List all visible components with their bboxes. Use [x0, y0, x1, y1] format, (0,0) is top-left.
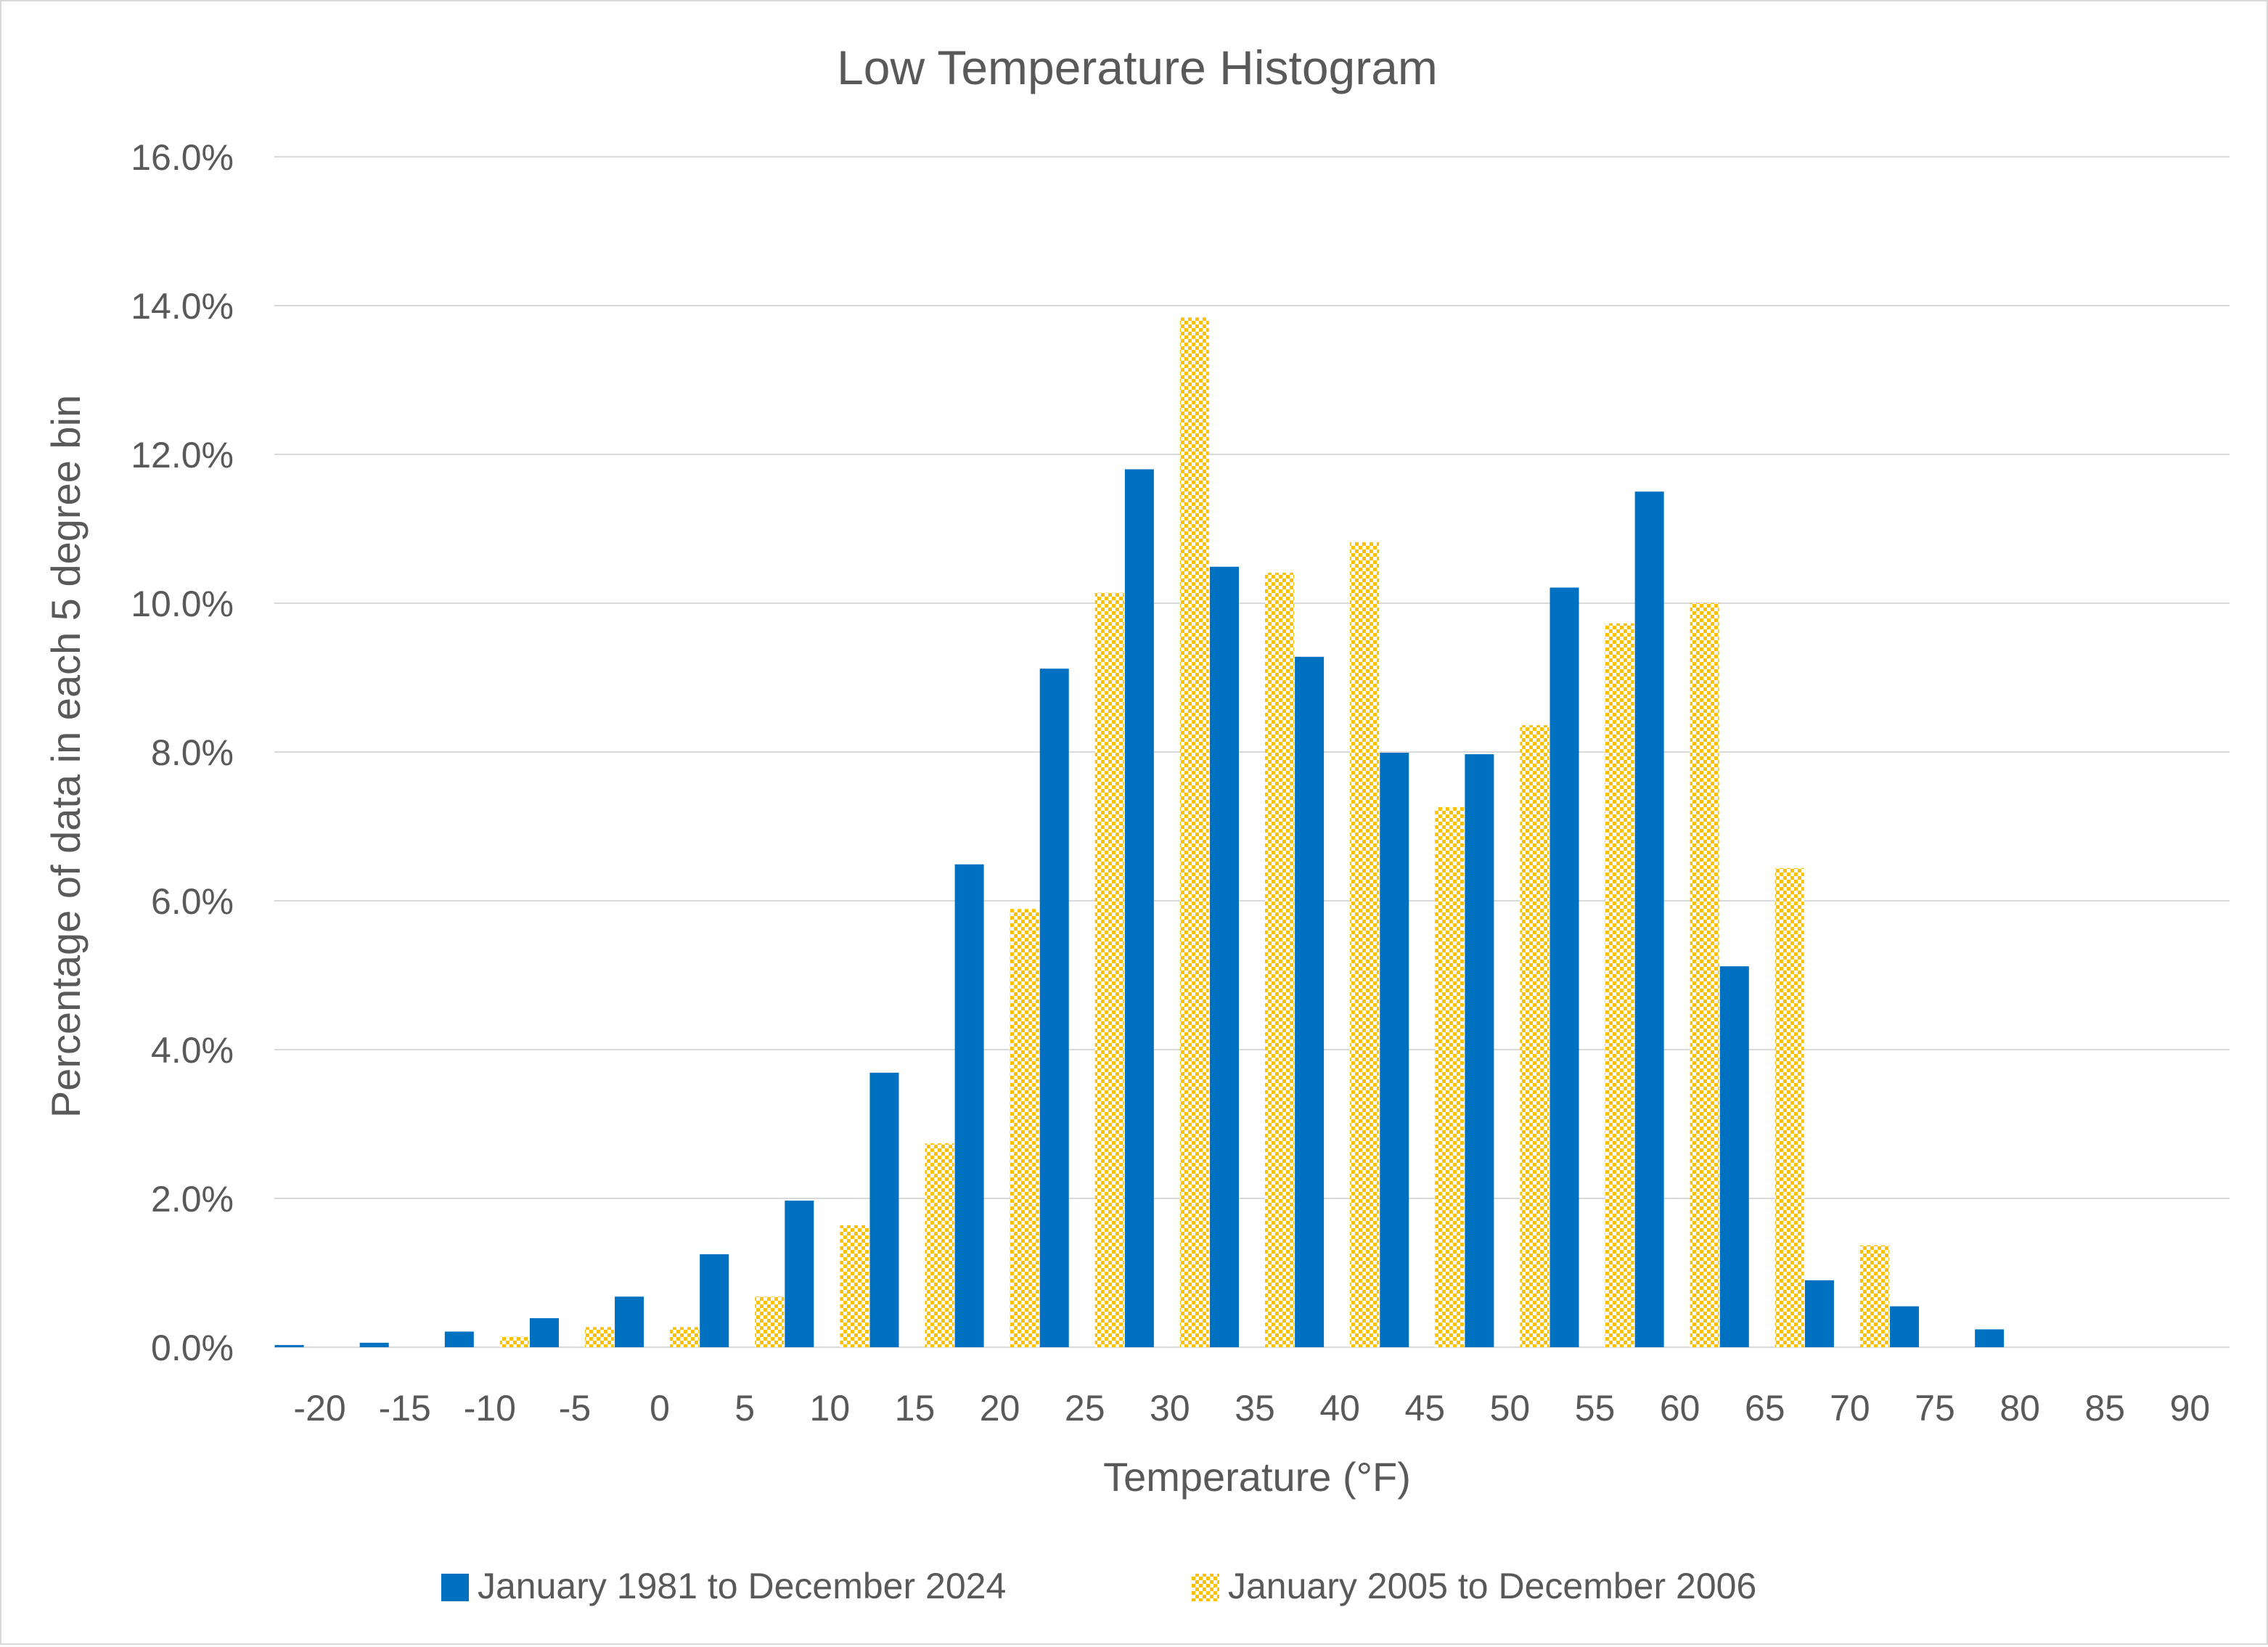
x-tick-label: -15 — [379, 1388, 431, 1429]
bar-series-1 — [785, 1201, 814, 1347]
y-tick-label: 16.0% — [131, 137, 234, 178]
x-axis-ticks: -20 -15 -10 -5 0 5 10 15 20 25 30 35 40 45 50 55 60 65 70 7… — [293, 1388, 2210, 1429]
bar-series-1 — [1719, 966, 1749, 1347]
bar-series-2 — [1350, 541, 1380, 1348]
bar-series-1 — [1039, 669, 1069, 1347]
y-tick-label: 14.0% — [131, 286, 234, 327]
bar-series-1 — [1890, 1306, 1920, 1347]
bar-series-1 — [954, 864, 984, 1347]
x-tick-label: 20 — [980, 1388, 1020, 1429]
bar-series-1 — [1634, 491, 1664, 1347]
bar-series-2 — [670, 1327, 700, 1347]
chart-title: Low Temperature Histogram — [837, 41, 1438, 94]
x-tick-label: 70 — [1830, 1388, 1870, 1429]
bars — [274, 317, 2005, 1348]
bar-series-1 — [1380, 753, 1409, 1347]
bar-series-2 — [499, 1336, 529, 1347]
bar-series-1 — [1295, 656, 1325, 1347]
bar-series-2 — [1265, 572, 1294, 1347]
y-tick-label: 4.0% — [151, 1030, 234, 1071]
bar-series-1 — [615, 1296, 644, 1347]
y-tick-label: 6.0% — [151, 881, 234, 922]
y-tick-label: 12.0% — [131, 435, 234, 475]
legend: January 1981 to December 2024 January 20… — [441, 1566, 1756, 1606]
bar-series-2 — [1435, 806, 1465, 1347]
x-tick-label: 5 — [734, 1388, 755, 1429]
bar-series-1 — [1210, 566, 1239, 1347]
bar-series-2 — [1520, 725, 1549, 1347]
x-tick-label: 0 — [650, 1388, 670, 1429]
x-tick-label: -20 — [293, 1388, 345, 1429]
x-tick-label: 55 — [1575, 1388, 1616, 1429]
legend-swatch-series-1 — [441, 1574, 469, 1601]
x-tick-label: 10 — [810, 1388, 851, 1429]
x-tick-label: 25 — [1065, 1388, 1105, 1429]
x-tick-label: 65 — [1745, 1388, 1785, 1429]
x-tick-label: 90 — [2170, 1388, 2211, 1429]
x-tick-label: -10 — [464, 1388, 516, 1429]
bar-series-2 — [1179, 317, 1209, 1347]
x-tick-label: 45 — [1404, 1388, 1445, 1429]
bar-series-1 — [359, 1342, 389, 1347]
x-tick-label: 80 — [1999, 1388, 2040, 1429]
bar-series-1 — [274, 1344, 304, 1347]
y-tick-label: 2.0% — [151, 1179, 234, 1219]
y-tick-label: 8.0% — [151, 732, 234, 773]
bar-series-1 — [1465, 754, 1494, 1347]
x-tick-label: 60 — [1660, 1388, 1700, 1429]
x-tick-label: 50 — [1490, 1388, 1531, 1429]
bar-series-2 — [755, 1296, 785, 1347]
bar-series-1 — [1975, 1329, 2005, 1347]
x-tick-label: 35 — [1235, 1388, 1275, 1429]
bar-series-2 — [1010, 909, 1039, 1347]
bar-series-2 — [1774, 867, 1804, 1347]
bar-series-1 — [1124, 469, 1154, 1347]
legend-label-series-2: January 2005 to December 2006 — [1228, 1566, 1756, 1606]
x-tick-label: 40 — [1319, 1388, 1360, 1429]
bar-series-2 — [840, 1225, 869, 1347]
bar-series-2 — [1859, 1245, 1889, 1347]
x-tick-label: 15 — [895, 1388, 936, 1429]
bar-series-1 — [869, 1072, 899, 1347]
bar-series-2 — [925, 1143, 954, 1347]
x-tick-label: 75 — [1915, 1388, 1955, 1429]
y-tick-label: 10.0% — [131, 584, 234, 624]
y-tick-label: 0.0% — [151, 1328, 234, 1368]
bar-series-1 — [444, 1331, 474, 1347]
legend-label-series-1: January 1981 to December 2024 — [478, 1566, 1006, 1606]
x-tick-label: 30 — [1150, 1388, 1190, 1429]
bar-series-2 — [1690, 603, 1719, 1347]
bar-series-1 — [1804, 1280, 1834, 1347]
x-axis-label: Temperature (°F) — [1103, 1454, 1411, 1500]
x-tick-label: -5 — [559, 1388, 591, 1429]
legend-swatch-series-2 — [1192, 1574, 1219, 1601]
bar-series-2 — [584, 1327, 614, 1347]
gridlines — [274, 156, 2230, 1348]
bar-series-1 — [1549, 587, 1579, 1347]
bar-series-2 — [1605, 623, 1634, 1347]
bar-series-1 — [700, 1254, 729, 1347]
bar-series-2 — [1094, 592, 1124, 1347]
x-tick-label: 85 — [2084, 1388, 2125, 1429]
y-axis-ticks: 0.0% 2.0% 4.0% 6.0% 8.0% 10.0% 12.0% 14.0% 16.0% — [131, 137, 234, 1368]
bar-series-1 — [529, 1318, 559, 1347]
y-axis-label: Percentage of data in each 5 degree bin — [43, 395, 89, 1118]
